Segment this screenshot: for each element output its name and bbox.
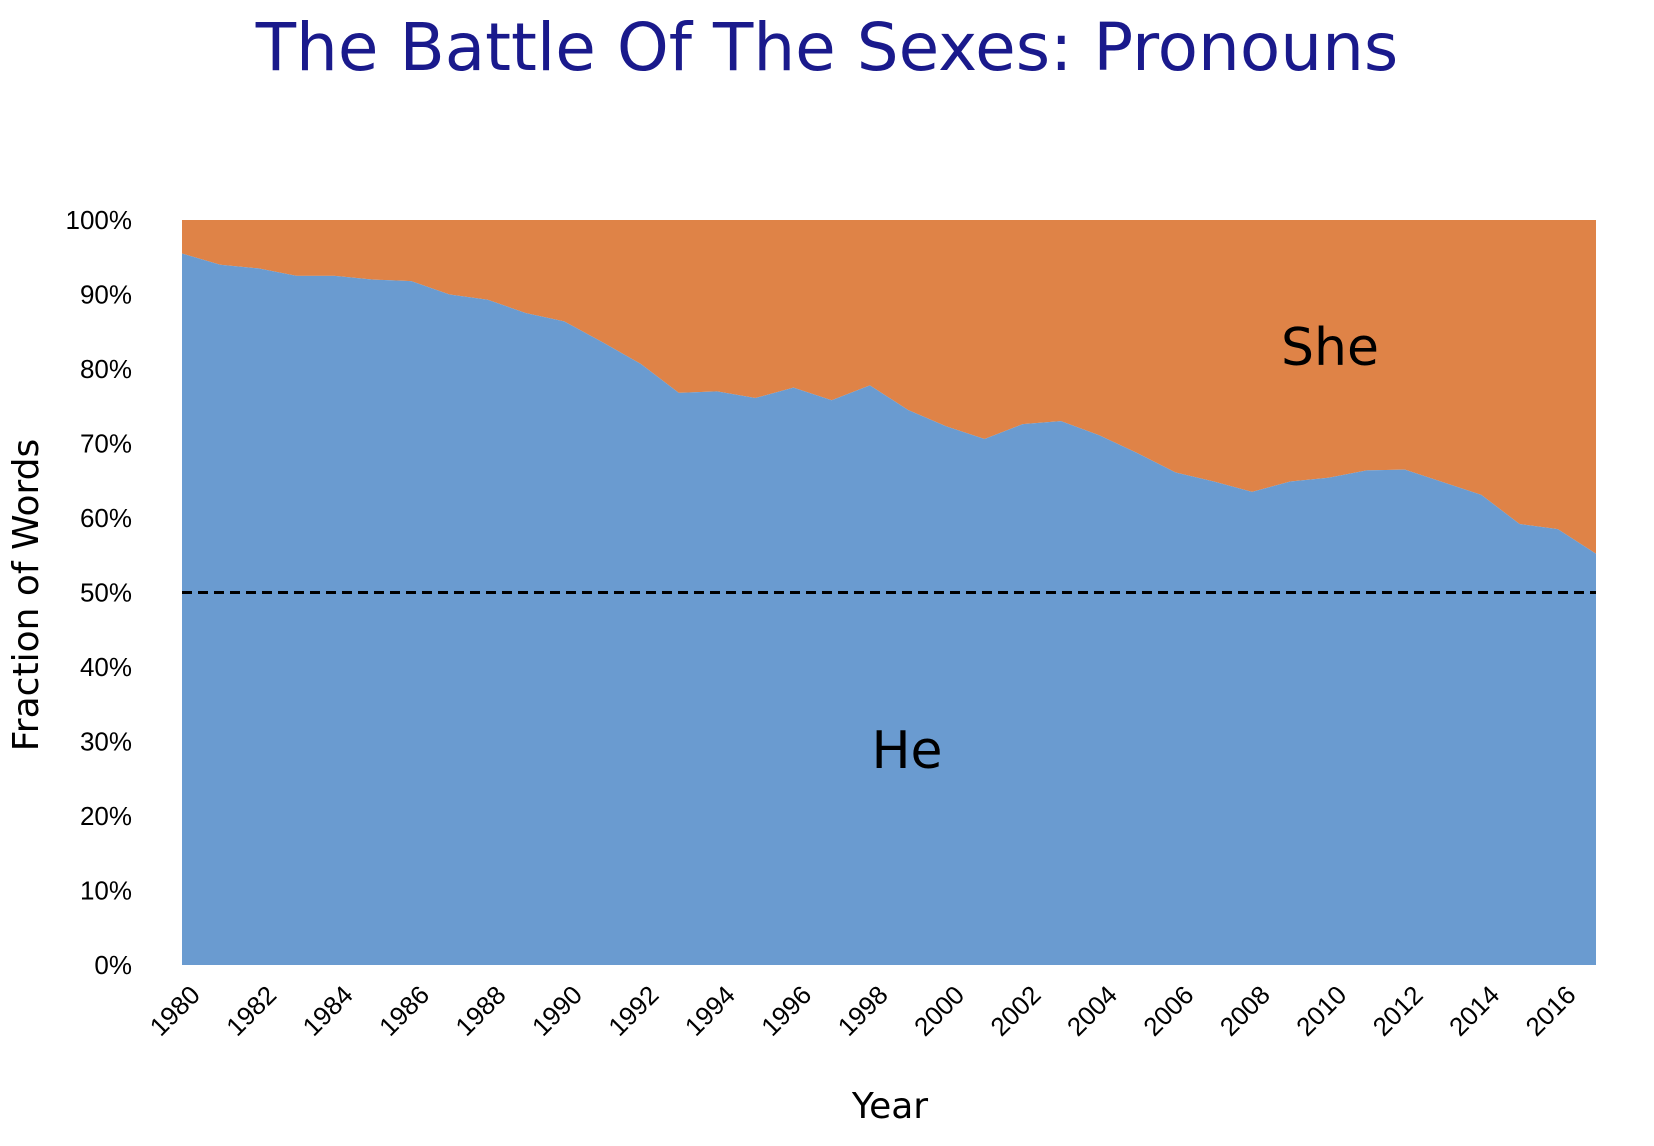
y-tick-label: 80% (80, 354, 132, 384)
x-tick-label: 2004 (1061, 980, 1123, 1042)
y-tick-label: 30% (80, 727, 132, 757)
he-area (182, 253, 1596, 965)
y-tick-label: 40% (80, 652, 132, 682)
she-area (182, 220, 1596, 554)
y-tick-label: 100% (66, 205, 133, 235)
slide-title: The Battle Of The Sexes: Pronouns (255, 9, 1399, 86)
x-axis-tick-labels: 1980 1982 1984 1986 1988 1990 1992 1994 1996 1998… (144, 980, 1582, 1042)
x-tick-label: 1998 (832, 980, 894, 1042)
x-tick-label: 2006 (1137, 980, 1199, 1042)
x-tick-label: 2002 (984, 980, 1046, 1042)
x-tick-label: 2014 (1443, 980, 1505, 1042)
x-tick-label: 2012 (1367, 980, 1429, 1042)
x-tick-label: 2008 (1214, 980, 1276, 1042)
x-tick-label: 1988 (449, 980, 511, 1042)
y-tick-label: 10% (80, 876, 132, 906)
area-layer (182, 220, 1596, 965)
he-area-label: He (871, 721, 942, 781)
x-tick-label: 1986 (373, 980, 435, 1042)
she-area-label: She (1281, 318, 1379, 378)
x-tick-label: 1982 (220, 980, 282, 1042)
x-tick-label: 1992 (602, 980, 664, 1042)
y-tick-label: 90% (80, 280, 132, 310)
y-tick-label: 60% (80, 503, 132, 533)
y-tick-label: 70% (80, 429, 132, 459)
y-tick-label: 0% (94, 950, 132, 980)
y-axis-title: Fraction of Words (6, 439, 47, 752)
x-tick-label: 1980 (144, 980, 206, 1042)
x-tick-label: 1994 (679, 980, 741, 1042)
x-axis-title: Year (851, 1086, 928, 1127)
y-axis-tick-labels: 0% 10% 20% 30% 40% 50% 60% 70% 80% 90% 100% (66, 205, 133, 980)
x-tick-label: 2016 (1519, 980, 1581, 1042)
x-tick-label: 1996 (755, 980, 817, 1042)
x-tick-label: 2000 (908, 980, 970, 1042)
x-tick-label: 2010 (1290, 980, 1352, 1042)
y-tick-label: 50% (80, 578, 132, 608)
x-tick-label: 1984 (297, 980, 359, 1042)
x-tick-label: 1990 (526, 980, 588, 1042)
y-tick-label: 20% (80, 801, 132, 831)
